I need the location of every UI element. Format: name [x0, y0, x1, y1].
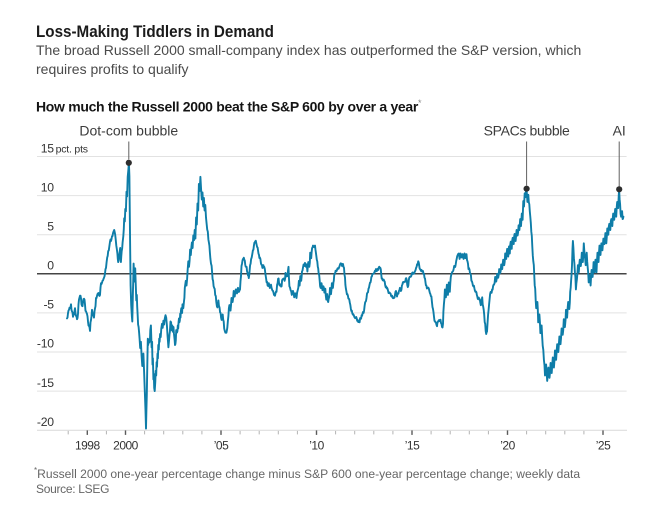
svg-text:1998: 1998	[75, 438, 101, 452]
svg-text:10: 10	[41, 180, 55, 194]
svg-text:pct. pts: pct. pts	[56, 143, 88, 155]
svg-text:Dot-com bubble: Dot-com bubble	[79, 123, 178, 139]
svg-text:’25: ’25	[596, 438, 611, 452]
svg-text:15: 15	[41, 141, 55, 155]
svg-text:-15: -15	[37, 376, 54, 390]
svg-text:’10: ’10	[309, 438, 324, 452]
svg-text:SPACs bubble: SPACs bubble	[484, 123, 570, 139]
svg-text:’05: ’05	[214, 438, 229, 452]
svg-text:-5: -5	[43, 298, 54, 312]
svg-text:0: 0	[47, 259, 54, 273]
svg-text:’15: ’15	[405, 438, 420, 452]
svg-text:-10: -10	[37, 337, 54, 351]
svg-text:AI: AI	[613, 123, 626, 139]
svg-text:-20: -20	[37, 415, 54, 429]
svg-text:’20: ’20	[500, 438, 515, 452]
svg-text:5: 5	[47, 219, 54, 233]
svg-text:2000: 2000	[113, 438, 139, 452]
